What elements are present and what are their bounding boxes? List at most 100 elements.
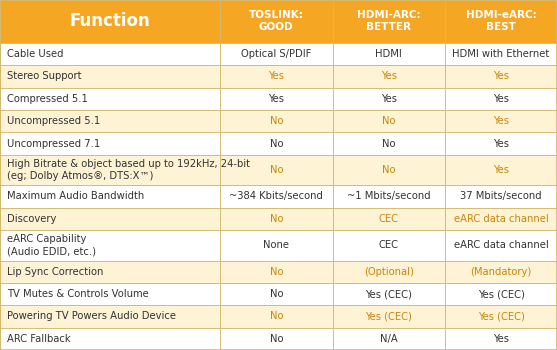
Bar: [333, 132, 445, 155]
Bar: [333, 283, 445, 305]
Bar: [333, 43, 445, 65]
Bar: [0, 260, 220, 283]
Text: Yes (CEC): Yes (CEC): [365, 312, 412, 321]
Bar: [445, 185, 557, 208]
Text: Yes: Yes: [493, 139, 509, 148]
Bar: [445, 43, 557, 65]
Bar: [0, 185, 220, 208]
Text: Function: Function: [70, 13, 150, 30]
Bar: [0, 88, 220, 110]
Text: Discovery: Discovery: [7, 214, 57, 224]
Bar: [333, 155, 445, 185]
Bar: [445, 110, 557, 132]
Bar: [333, 328, 445, 350]
Bar: [220, 185, 333, 208]
Text: No: No: [270, 139, 283, 148]
Text: 37 Mbits/second: 37 Mbits/second: [460, 191, 542, 202]
Text: Yes (CEC): Yes (CEC): [365, 289, 412, 299]
Text: Uncompressed 5.1: Uncompressed 5.1: [7, 116, 100, 126]
Text: (Optional): (Optional): [364, 267, 414, 277]
Text: High Bitrate & object based up to 192kHz, 24-bit
(eg; Dolby Atmos®, DTS:X™): High Bitrate & object based up to 192kHz…: [7, 159, 250, 181]
Text: HDMI with Ethernet: HDMI with Ethernet: [452, 49, 550, 59]
Bar: [0, 305, 220, 328]
Text: Uncompressed 7.1: Uncompressed 7.1: [7, 139, 100, 148]
Text: No: No: [270, 214, 283, 224]
Text: Yes: Yes: [493, 71, 509, 82]
Text: None: None: [263, 240, 289, 250]
Text: Yes (CEC): Yes (CEC): [477, 289, 525, 299]
Bar: [0, 328, 220, 350]
Bar: [0, 0, 220, 43]
Text: No: No: [270, 116, 283, 126]
Bar: [220, 132, 333, 155]
Bar: [445, 0, 557, 43]
Bar: [0, 132, 220, 155]
Bar: [0, 283, 220, 305]
Text: eARC Capability
(Audio EDID, etc.): eARC Capability (Audio EDID, etc.): [7, 234, 96, 256]
Text: TOSLINK:
GOOD: TOSLINK: GOOD: [249, 10, 304, 33]
Bar: [333, 185, 445, 208]
Bar: [333, 230, 445, 260]
Bar: [0, 110, 220, 132]
Bar: [0, 230, 220, 260]
Text: Yes: Yes: [268, 71, 284, 82]
Bar: [333, 208, 445, 230]
Bar: [445, 328, 557, 350]
Text: Yes: Yes: [268, 94, 284, 104]
Bar: [445, 230, 557, 260]
Text: No: No: [382, 139, 395, 148]
Bar: [445, 155, 557, 185]
Text: Yes: Yes: [493, 116, 509, 126]
Text: Optical S/PDIF: Optical S/PDIF: [241, 49, 311, 59]
Bar: [220, 260, 333, 283]
Text: Yes (CEC): Yes (CEC): [477, 312, 525, 321]
Bar: [220, 43, 333, 65]
Bar: [333, 260, 445, 283]
Bar: [445, 88, 557, 110]
Text: Yes: Yes: [381, 94, 397, 104]
Text: Yes: Yes: [381, 71, 397, 82]
Bar: [445, 260, 557, 283]
Bar: [220, 88, 333, 110]
Text: Yes: Yes: [493, 165, 509, 175]
Bar: [333, 110, 445, 132]
Text: ~1 Mbits/second: ~1 Mbits/second: [347, 191, 431, 202]
Bar: [220, 0, 333, 43]
Text: No: No: [382, 165, 395, 175]
Bar: [220, 230, 333, 260]
Text: Maximum Audio Bandwidth: Maximum Audio Bandwidth: [7, 191, 144, 202]
Text: Powering TV Powers Audio Device: Powering TV Powers Audio Device: [7, 312, 176, 321]
Text: No: No: [270, 289, 283, 299]
Text: ~384 Kbits/second: ~384 Kbits/second: [229, 191, 323, 202]
Bar: [220, 155, 333, 185]
Text: Cable Used: Cable Used: [7, 49, 63, 59]
Bar: [220, 65, 333, 88]
Bar: [220, 283, 333, 305]
Text: TV Mutes & Controls Volume: TV Mutes & Controls Volume: [7, 289, 149, 299]
Text: CEC: CEC: [379, 240, 399, 250]
Bar: [445, 305, 557, 328]
Text: Yes: Yes: [493, 94, 509, 104]
Bar: [445, 283, 557, 305]
Bar: [445, 132, 557, 155]
Bar: [220, 208, 333, 230]
Text: HDMI-ARC:
BETTER: HDMI-ARC: BETTER: [357, 10, 421, 33]
Bar: [333, 305, 445, 328]
Bar: [0, 208, 220, 230]
Bar: [220, 110, 333, 132]
Text: Stereo Support: Stereo Support: [7, 71, 82, 82]
Text: Yes: Yes: [493, 334, 509, 344]
Text: (Mandatory): (Mandatory): [471, 267, 531, 277]
Text: No: No: [270, 312, 283, 321]
Bar: [0, 43, 220, 65]
Bar: [333, 88, 445, 110]
Bar: [220, 328, 333, 350]
Bar: [445, 208, 557, 230]
Text: No: No: [270, 267, 283, 277]
Text: HDMI-eARC:
BEST: HDMI-eARC: BEST: [466, 10, 536, 33]
Text: No: No: [270, 334, 283, 344]
Text: No: No: [270, 165, 283, 175]
Bar: [0, 65, 220, 88]
Text: No: No: [382, 116, 395, 126]
Text: N/A: N/A: [380, 334, 398, 344]
